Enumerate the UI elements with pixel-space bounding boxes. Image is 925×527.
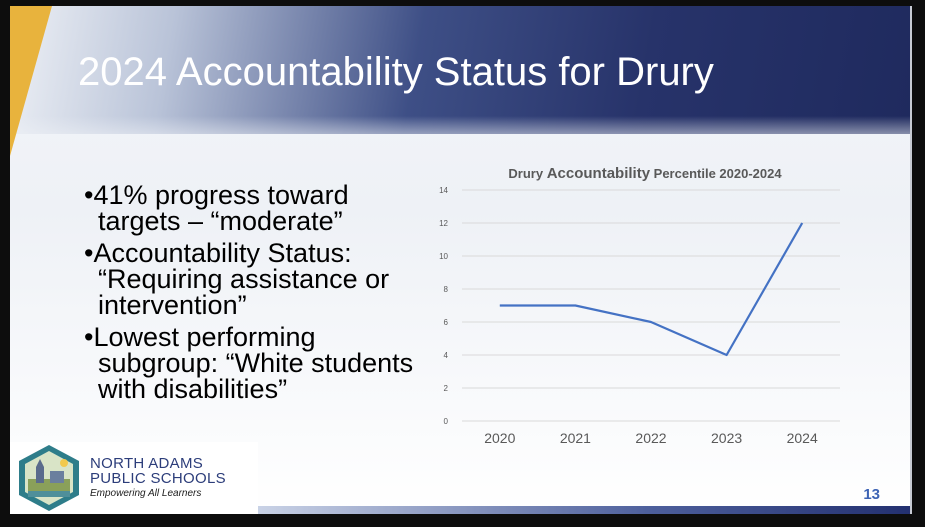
y-tick-label: 14 <box>439 186 448 195</box>
slide: 2024 Accountability Status for Drury 41%… <box>10 6 912 514</box>
x-tick-label: 2022 <box>635 430 666 446</box>
x-tick-label: 2024 <box>787 430 818 446</box>
y-tick-label: 10 <box>439 252 448 261</box>
bullet-progress: 41% progress toward targets – “moderate” <box>84 182 414 235</box>
y-tick-label: 12 <box>439 219 448 228</box>
logo-line-1: NORTH ADAMS <box>90 455 204 472</box>
x-tick-label: 2020 <box>484 430 515 446</box>
y-tick-label: 2 <box>444 384 449 393</box>
x-tick-label: 2023 <box>711 430 742 446</box>
chart-container: Drury Accountability Percentile 2020-202… <box>420 151 860 451</box>
bullet-subgroup: Lowest performing subgroup: “White stude… <box>84 324 414 403</box>
school-crest-icon <box>19 445 79 511</box>
chart-title-part-2: Accountability <box>547 165 651 182</box>
logo-tagline: Empowering All Learners <box>90 488 202 499</box>
bullet-list: 41% progress toward targets – “moderate”… <box>84 182 414 408</box>
y-tick-label: 8 <box>444 285 449 294</box>
y-tick-label: 0 <box>444 417 449 426</box>
bullet-status: Accountability Status: “Requiring assist… <box>84 240 414 319</box>
x-tick-label: 2021 <box>560 430 591 446</box>
chart-gridlines <box>462 189 840 422</box>
chart-x-axis: 2020 2021 2022 2023 2024 <box>484 430 818 446</box>
gold-accent-shape <box>10 6 52 156</box>
logo-line-2: PUBLIC SCHOOLS <box>90 470 226 487</box>
chart-title-part-3: Percentile 2020-2024 <box>650 166 782 181</box>
y-tick-label: 6 <box>444 318 449 327</box>
chart-title: Drury Accountability Percentile 2020-202… <box>508 165 782 182</box>
slide-title: 2024 Accountability Status for Drury <box>78 50 714 94</box>
district-logo: NORTH ADAMS PUBLIC SCHOOLS Empowering Al… <box>10 442 258 514</box>
accountability-line-chart: Drury Accountability Percentile 2020-202… <box>439 165 840 446</box>
slide-edge <box>910 6 912 514</box>
page-number: 13 <box>863 486 880 503</box>
footer-band <box>258 506 912 514</box>
chart-y-axis: 0 2 4 6 8 10 12 14 <box>439 186 448 426</box>
header-band <box>10 6 912 134</box>
y-tick-label: 4 <box>444 351 449 360</box>
chart-series <box>499 222 804 357</box>
chart-title-part-1: Drury <box>508 166 546 181</box>
